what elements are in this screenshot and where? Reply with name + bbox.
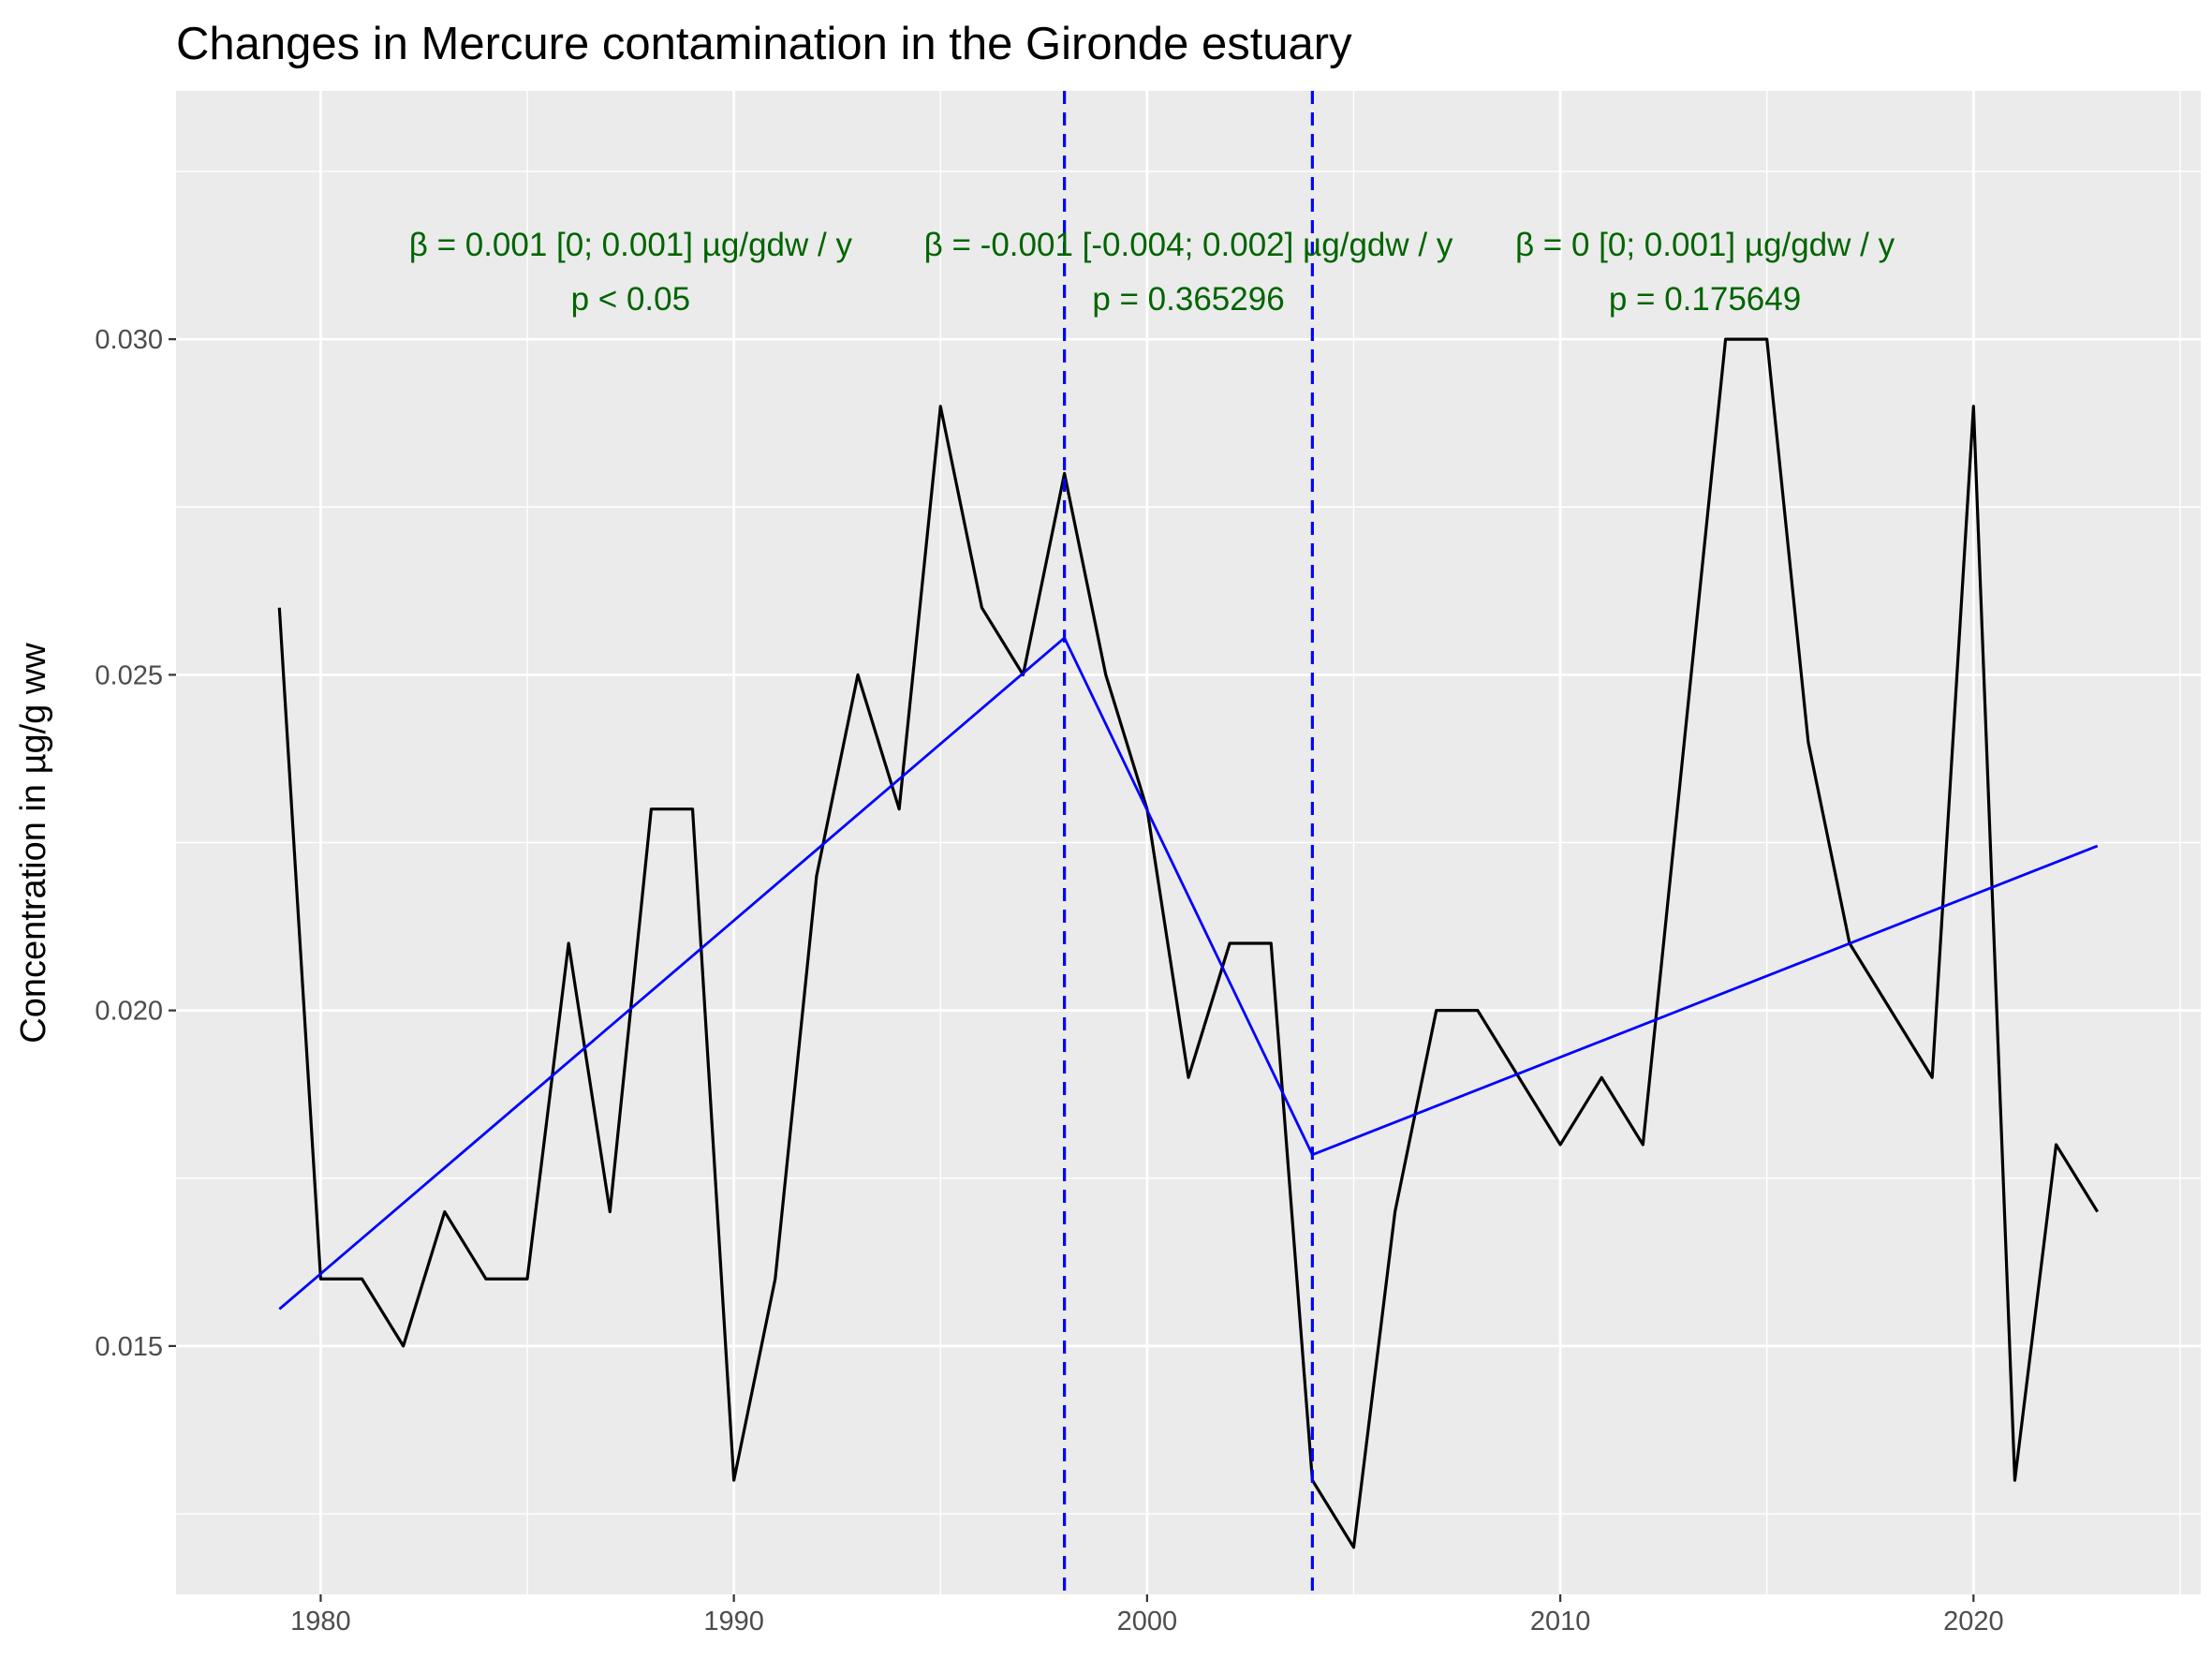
series-layer [277,337,2100,1549]
annotation-beta: β = 0.001 [0; 0.001] µg/gdw / y [409,227,853,263]
annotation-pvalue: p = 0.175649 [1609,281,1801,318]
annotation-beta: β = -0.001 [-0.004; 0.002] µg/gdw / y [924,227,1453,263]
annotation-layer: β = 0.001 [0; 0.001] µg/gdw / y p < 0.05 β… [409,227,1895,318]
y-tick-label: 0.025 [95,660,163,690]
x-tick-label: 2020 [1943,1607,2004,1637]
y-tick-label: 0.020 [95,997,163,1027]
x-tick-label: 2000 [1117,1607,1178,1637]
y-tick-label: 0.015 [95,1332,163,1362]
segmented-regression-line [278,636,2099,1311]
grid-major [176,91,2201,1594]
x-tick-label: 1980 [290,1607,351,1637]
y-tick-label: 0.030 [95,325,163,355]
x-tick-label: 2010 [1530,1607,1591,1637]
x-tick-label: 1990 [703,1607,764,1637]
grid-minor [176,91,2201,1594]
annotation-pvalue: p < 0.05 [571,281,690,318]
observed-concentration-line [277,337,2100,1549]
chart-title: Changes in Mercure contamination in the … [176,19,1352,69]
annotation-pvalue: p = 0.365296 [1092,281,1284,318]
annotation-beta: β = 0 [0; 0.001] µg/gdw / y [1515,227,1895,263]
breakpoint-layer [1063,91,1314,1594]
y-axis-label: Concentration in µg/g ww [14,643,53,1044]
axis-layer: 1980 1990 2000 2010 2020 0.015 0.020 0.025 0.030 [95,325,2003,1637]
